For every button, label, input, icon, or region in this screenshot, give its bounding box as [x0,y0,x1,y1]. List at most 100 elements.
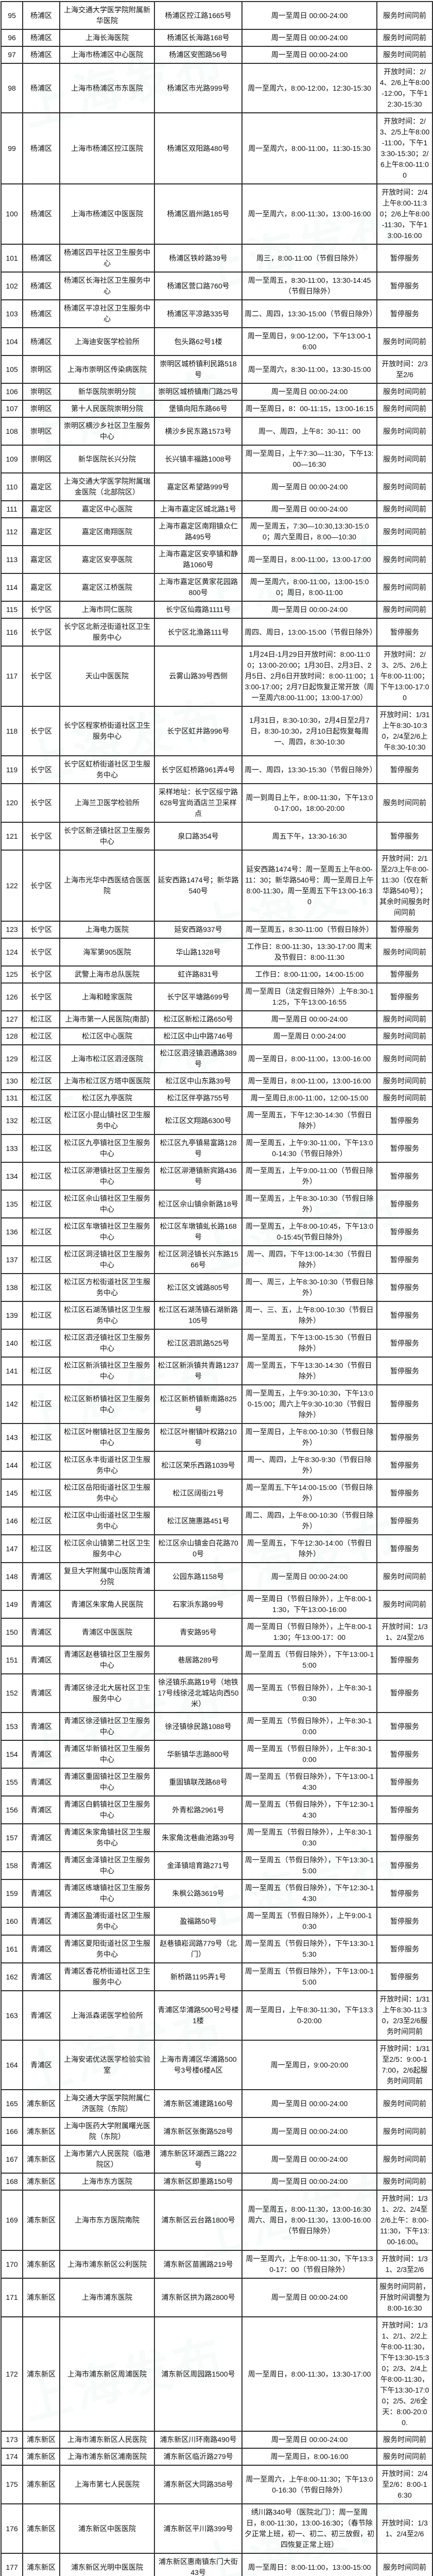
table-row: 158 青浦区 青浦区金泽镇社区卫生服务中心 金泽镇培育路271号 周一至周五（… [1,1851,433,1880]
district-cell: 松江区 [22,1106,60,1135]
district-cell: 松江区 [22,1273,60,1302]
district-cell: 崇明区 [22,383,60,401]
status-cell: 暂停服务 [376,1273,433,1302]
table-row: 139 松江区 松江区石湖荡镇社区卫生服务中心 松江区石湖荡镇石湖新路105号 … [1,1301,433,1330]
district-cell: 浦东新区 [22,2503,60,2554]
status-cell: 服务时间同前 [376,472,433,501]
row-number-cell: 161 [1,1935,23,1963]
row-number-cell: 177 [1,2553,23,2576]
service-hours-cell: 周一至周日，上午8:30-11:30，下午13:30-20:00 [241,1990,377,2041]
status-cell: 服务时间同前 [376,29,433,47]
table-row: 141 松江区 松江区新浜镇社区卫生服务中心 松江区新浜镇共青路1237号 周一… [1,1357,433,1385]
service-hours-cell: 周一至周五，上午9:00-11:00（节假日除外） [241,1162,377,1191]
district-cell: 崇明区 [22,355,60,384]
service-hours-cell: 周一到周日上午，8:00-11:30，下午13:00-17:00，18:00-2… [241,783,377,823]
status-cell: 暂停服务 [376,299,433,328]
site-name-cell: 青浦区中医医院 [59,1618,155,1647]
table-row: 143 松江区 松江区叶榭镇社区卫生服务中心 松江区叶榭镇叶权路210号 周一至… [1,1423,433,1452]
site-name-cell: 青浦区夏阳街道社区卫生服务中心 [59,1935,155,1963]
district-cell: 长宁区 [22,938,60,967]
address-cell: 浦东新区惠南镇东门大街43号 [154,2553,243,2576]
status-cell: 服务时间同前 [376,601,433,619]
status-cell: 暂停服务 [376,1106,433,1135]
status-cell: 开放时间：1/31、2/2、2/4至2/6上午：8:00-11:30，下午13:… [376,2190,433,2251]
address-cell: 松江区伴亭路755号 [154,1089,243,1107]
site-name-cell: 天山中医医院 [59,646,155,707]
service-hours-cell: 周一至周日（节假日除外），上午8:00-11:30，下午13:00-16:00 [241,1590,377,1619]
status-cell: 暂停服务 [376,982,433,1011]
site-name-cell: 上海迪安医学检验所 [59,327,155,356]
service-hours-cell: 周一至周五，上午8:00-10:45，下午13:00-15:45(节假日除外) [241,1217,377,1246]
address-cell: 浦东新区张衡路528号 [154,2117,243,2146]
address-cell: 延安西路1474号；新华路540号 [154,850,243,922]
site-name-cell: 上海市浦东医院 [59,2278,155,2317]
district-cell: 青浦区 [22,1740,60,1769]
table-row: 118 长宁区 长宁区程家桥街道社区卫生服务中心 长宁区虹井路996号 1月31… [1,706,433,756]
table-row: 99 杨浦区 上海市杨浦区控江医院 杨浦区双阳路480号 周一至周六，8:00-… [1,112,433,184]
address-cell: 杨浦区营口路760号 [154,272,243,300]
row-number-cell: 133 [1,1134,23,1163]
site-name-cell: 松江区车墩镇社区卫生服务中心 [59,1217,155,1246]
row-number-cell: 152 [1,1673,23,1713]
status-cell: 暂停服务 [376,1907,433,1936]
site-name-cell: 松江区小昆山镇社区卫生服务中心 [59,1106,155,1135]
status-cell: 服务时间同前 [376,327,433,356]
status-cell: 服务时间同前 [376,500,433,518]
row-number-cell: 157 [1,1823,23,1852]
address-cell: 上海市嘉定区城北路1号 [154,500,243,518]
row-number-cell: 99 [1,112,23,184]
service-hours-cell: 延安西路1474号：周一至周五上午8:00-11：30；新华路540号：周一至周… [241,850,377,922]
address-cell: 杨浦区平凉路335号 [154,299,243,328]
address-cell: 松江区九亭镇易富路128号 [154,1134,243,1163]
address-cell: 新桥路1195弄1号 [154,1962,243,1991]
row-number-cell: 109 [1,445,23,473]
row-number-cell: 151 [1,1646,23,1674]
service-hours-cell: 周一至周五（节假日除外），下午13:00-15:00 [241,1646,377,1674]
service-hours-cell: 周一至周日，8:00-11:00，13:00-16:00 [241,1044,377,1073]
table-row: 166 浦东新区 上海中医药大学附属曙光医院（东院） 浦东新区张衡路528号 周… [1,2117,433,2146]
status-cell: 暂停服务 [376,1768,433,1797]
service-hours-cell: 周一至周五，8:30-11:00（节假日除外） [241,921,377,939]
service-hours-cell: 周一、周四，上午8:30-9:30（节假日除外） [241,1451,377,1480]
table-row: 171 浦东新区 上海市浦东医院 浦东新区拱为路2800号 周一至周日 00:0… [1,2278,433,2317]
service-hours-cell: 周一至周日，9:00-20:00 [241,2040,377,2090]
site-name-cell: 上海市杨浦区中医医院 [59,183,155,245]
address-cell: 浦东新区浦建路160号 [154,2089,243,2118]
row-number-cell: 154 [1,1740,23,1769]
table-row: 125 长宁区 武警上海市总队医院 虹许路831号 工作日：8:00-11:00… [1,965,433,984]
table-row: 133 松江区 松江区九亭镇社区卫生服务中心 松江区九亭镇易富路128号 周一至… [1,1134,433,1163]
address-cell: 松江区中山中路746号 [154,1027,243,1045]
site-name-cell: 青浦区徐泾镇社区卫生服务中心 [59,1712,155,1741]
address-cell: 泉口路354号 [154,822,243,851]
site-name-cell: 上海兰卫医学检验所 [59,783,155,823]
district-cell: 长宁区 [22,982,60,1011]
row-number-cell: 127 [1,1010,23,1028]
table-row: 117 长宁区 天山中医医院 云雾山路39号西侧 1月24日-1月29日开放时间… [1,646,433,707]
site-name-cell: 青浦区盈浦街道社区卫生服务中心 [59,1907,155,1936]
service-hours-cell: 周一、三、五，上午8:00-10:30（节假日除外） [241,1301,377,1330]
row-number-cell: 122 [1,850,23,922]
district-cell: 松江区 [22,1072,60,1090]
service-hours-cell: 周三，8:00-11:00（节假日除外） [241,244,377,273]
district-cell: 青浦区 [22,1907,60,1936]
site-name-cell: 青浦区金泽镇社区卫生服务中心 [59,1851,155,1880]
address-cell: 松江区叶榭镇叶权路210号 [154,1423,243,1452]
row-number-cell: 118 [1,706,23,756]
site-name-cell: 青浦区徐泾北大居社区卫生服务中心 [59,1673,155,1713]
district-cell: 杨浦区 [22,299,60,328]
row-number-cell: 129 [1,1044,23,1073]
district-cell: 杨浦区 [22,46,60,64]
row-number-cell: 97 [1,46,23,64]
district-cell: 松江区 [22,1027,60,1045]
status-cell: 暂停服务 [376,1245,433,1274]
site-name-cell: 武警上海市总队医院 [59,965,155,984]
table-row: 168 浦东新区 上海市东方医院 浦东新区即墨路150号 周一至周日 00:00… [1,2173,433,2191]
status-cell: 服务时间同前 [376,783,433,823]
row-number-cell: 108 [1,417,23,446]
table-row: 144 松江区 松江区永丰街道社区卫生服务中心 松江区荣乐西路1039号 周一、… [1,1451,433,1480]
status-cell: 暂停服务 [376,244,433,273]
site-name-cell: 浦东新区中医医院 [59,2503,155,2554]
address-cell: 华新镇华志路800号 [154,1740,243,1769]
table-row: 116 长宁区 长宁区北新泾街道社区卫生服务中心 长宁区北渔路111号 周四、周… [1,618,433,647]
district-cell: 长宁区 [22,850,60,922]
